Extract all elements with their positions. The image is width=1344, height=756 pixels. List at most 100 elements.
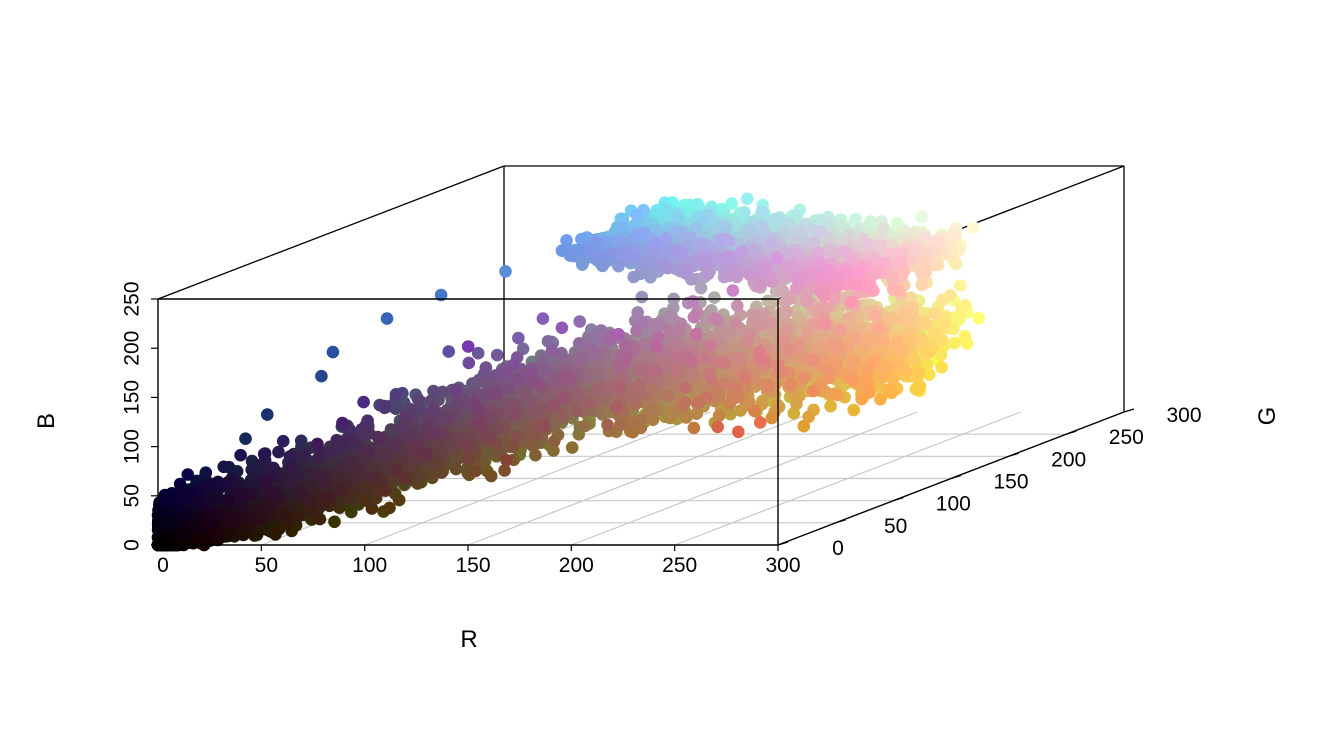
data-point (722, 234, 736, 248)
data-point (628, 390, 641, 404)
data-point (545, 344, 559, 358)
data-point (797, 371, 811, 384)
data-point (473, 416, 486, 430)
data-point (679, 411, 693, 424)
data-point (928, 307, 942, 320)
data-point (461, 439, 475, 452)
data-point (821, 363, 834, 377)
data-points (151, 192, 985, 552)
data-point (315, 369, 328, 383)
data-point (972, 311, 985, 325)
data-point (601, 418, 614, 432)
data-point (359, 494, 373, 508)
data-point (874, 228, 888, 241)
data-point (859, 377, 873, 390)
data-point (840, 265, 854, 279)
data-point (816, 269, 829, 283)
data-point (698, 352, 711, 365)
data-point (852, 266, 865, 279)
data-point (499, 365, 512, 379)
data-point (652, 317, 665, 330)
data-point (825, 338, 839, 351)
data-point (765, 411, 778, 425)
data-point (786, 258, 799, 272)
data-point (919, 266, 932, 279)
data-point (792, 338, 806, 352)
data-point (547, 434, 561, 448)
data-point (896, 313, 910, 326)
data-point (872, 322, 886, 335)
data-point (687, 421, 701, 435)
data-point (732, 352, 746, 365)
data-point (886, 283, 900, 296)
data-point (397, 418, 410, 431)
data-point (755, 205, 769, 218)
data-point (555, 321, 569, 335)
data-point (630, 208, 644, 222)
data-point (770, 251, 784, 265)
data-point (754, 352, 768, 365)
data-point (909, 382, 923, 396)
data-point (711, 420, 724, 434)
data-point (807, 354, 821, 368)
data-point (791, 270, 805, 283)
data-point (635, 290, 649, 304)
data-point (692, 396, 705, 409)
data-point (679, 381, 693, 395)
data-point (874, 239, 887, 252)
data-point (723, 250, 736, 263)
data-point (592, 385, 606, 398)
data-point (466, 396, 480, 409)
data-point (694, 281, 708, 295)
data-point (694, 237, 707, 250)
data-point (626, 250, 640, 263)
data-point (380, 312, 394, 325)
data-point (661, 359, 674, 372)
data-point (357, 395, 370, 409)
data-point (813, 284, 827, 298)
data-point (326, 345, 340, 359)
data-point (920, 358, 934, 372)
data-point (915, 333, 928, 346)
data-point (828, 291, 841, 305)
data-point (631, 306, 644, 319)
data-point (731, 299, 744, 313)
data-point (657, 257, 670, 271)
data-point (930, 234, 943, 247)
data-point (802, 410, 815, 424)
data-point (644, 271, 657, 284)
data-point (934, 348, 948, 362)
data-point (912, 366, 926, 380)
data-point (661, 389, 675, 403)
data-point (958, 329, 972, 343)
data-point (814, 225, 828, 239)
data-point (729, 317, 742, 331)
data-point (650, 340, 663, 353)
data-point (806, 384, 820, 398)
data-point (886, 271, 899, 285)
data-point (762, 378, 776, 392)
data-point (690, 407, 704, 420)
data-point (757, 262, 770, 276)
data-point (765, 316, 778, 330)
data-point (862, 238, 875, 251)
data-point (885, 312, 899, 326)
data-point (846, 374, 859, 387)
data-point (718, 357, 731, 370)
data-point (645, 403, 658, 416)
data-point (500, 453, 513, 467)
data-point (665, 309, 678, 322)
data-point (915, 210, 928, 224)
data-point (529, 448, 542, 462)
data-point (928, 327, 941, 341)
data-point (461, 340, 475, 353)
data-point (800, 295, 813, 308)
data-point (699, 312, 713, 325)
data-point (537, 420, 551, 433)
data-point (630, 324, 643, 338)
data-point (874, 393, 887, 406)
data-point (790, 397, 803, 411)
data-point (860, 366, 874, 380)
data-point (567, 249, 580, 263)
data-point (885, 386, 898, 400)
